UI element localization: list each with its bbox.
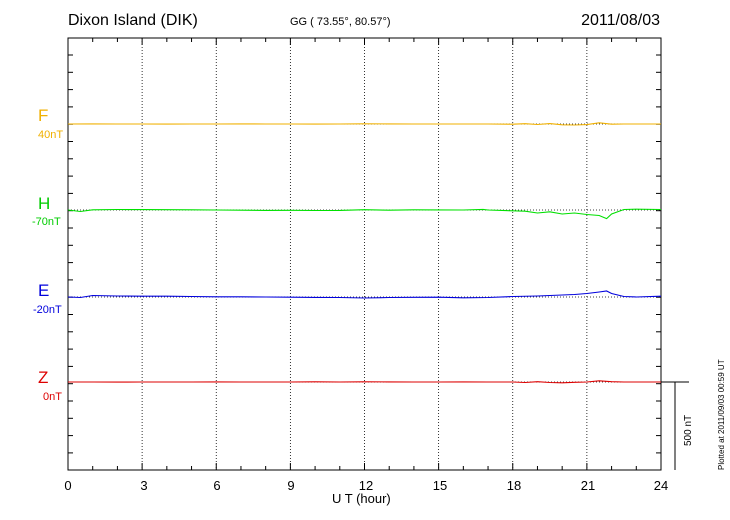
series-baseline-f: 40nT (38, 129, 64, 141)
series-label-h: H (38, 194, 51, 213)
plotted-timestamp: Plotted at 2011/09/03 00:59 UT (717, 359, 726, 470)
series-baseline-h: -70nT (32, 216, 61, 228)
x-tick-label: 24 (653, 478, 669, 493)
x-tick-label: 6 (213, 478, 221, 493)
series-label-e: E (38, 281, 50, 300)
x-tick-label: 0 (64, 478, 72, 493)
series-baseline-e: -20nT (33, 304, 62, 316)
plot-date: 2011/08/03 (581, 12, 660, 29)
series-baseline-z: 0nT (43, 391, 62, 403)
x-tick-label: 3 (140, 478, 148, 493)
series-label-f: F (38, 106, 49, 125)
series-line-e (67, 290, 662, 299)
station-coordinates: GG ( 73.55°, 80.57°) (290, 16, 391, 28)
station-title: Dixon Island (DIK) (68, 12, 198, 29)
x-tick-label: 12 (358, 478, 374, 493)
x-tick-label: 9 (287, 478, 295, 493)
x-tick-label: 21 (580, 478, 596, 493)
x-tick-label: 15 (432, 478, 448, 493)
series-line-h (67, 208, 662, 220)
x-axis-title: U T (hour) (332, 491, 391, 506)
series-label-z: Z (38, 368, 49, 387)
x-tick-label: 18 (506, 478, 522, 493)
series-line-f (67, 122, 661, 126)
scale-bar-label: 500 nT (683, 414, 694, 446)
series-line-z (68, 380, 661, 384)
